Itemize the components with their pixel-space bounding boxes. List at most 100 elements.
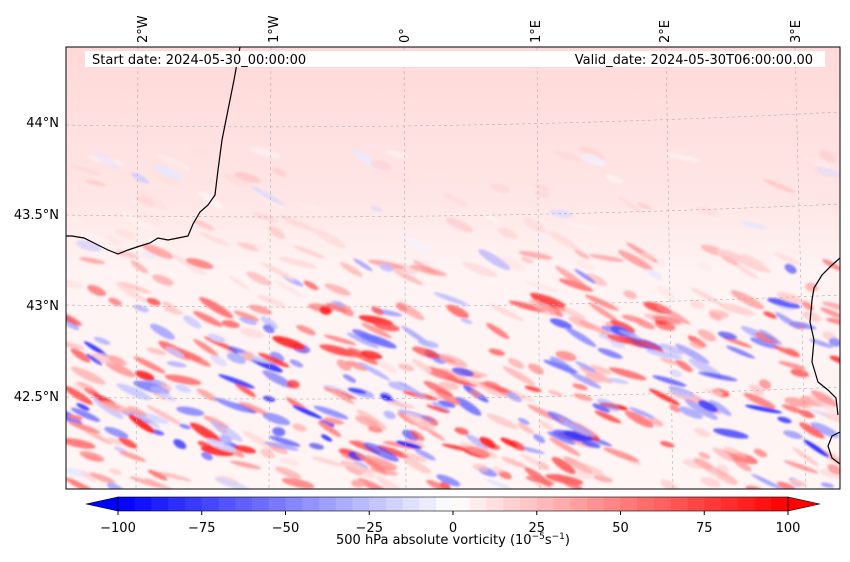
positive-vorticity-streak	[584, 294, 619, 311]
positive-vorticity-streak	[640, 340, 665, 353]
positive-vorticity-streak	[374, 170, 411, 182]
negative-vorticity-streak	[709, 399, 732, 416]
negative-vorticity-streak	[93, 151, 120, 170]
colorbar-segment	[620, 497, 638, 511]
negative-vorticity-streak	[214, 397, 249, 413]
positive-vorticity-streak	[272, 167, 287, 177]
negative-vorticity-streak	[342, 374, 357, 383]
negative-vorticity-streak	[592, 403, 611, 413]
positive-vorticity-streak	[743, 392, 776, 409]
positive-vorticity-streak	[404, 412, 435, 431]
colorbar-segment	[654, 497, 672, 511]
positive-vorticity-streak	[66, 477, 99, 489]
negative-vorticity-streak	[418, 339, 439, 348]
negative-vorticity-streak	[455, 397, 482, 416]
positive-vorticity-streak	[355, 415, 379, 428]
colorbar-title-mid: s	[545, 533, 552, 548]
lat-tick-label: 44°N	[26, 116, 59, 131]
positive-vorticity-streak	[73, 383, 87, 391]
positive-vorticity-streak	[395, 303, 408, 312]
positive-vorticity-streak	[660, 441, 675, 448]
positive-vorticity-streak	[162, 301, 179, 314]
positive-vorticity-streak	[590, 364, 612, 375]
meridian-line	[268, 47, 272, 489]
positive-vorticity-streak	[193, 339, 219, 357]
positive-vorticity-streak	[258, 353, 290, 368]
colorbar-tick-label: −100	[100, 521, 136, 536]
positive-vorticity-streak	[489, 304, 524, 322]
positive-vorticity-streak	[574, 249, 590, 259]
positive-vorticity-streak	[697, 329, 717, 342]
positive-vorticity-streak	[808, 395, 840, 416]
negative-vorticity-streak	[815, 167, 840, 177]
positive-vorticity-streak	[462, 262, 498, 277]
parallel-line	[66, 386, 840, 400]
positive-vorticity-streak	[119, 450, 147, 462]
positive-vorticity-streak	[819, 150, 836, 163]
negative-vorticity-streak	[383, 410, 396, 420]
colorbar-title-exp2: −1	[552, 532, 565, 542]
positive-vorticity-streak	[272, 335, 306, 350]
positive-vorticity-streak	[370, 160, 392, 171]
colorbar-segment	[603, 497, 621, 511]
positive-vorticity-streak	[547, 230, 580, 251]
negative-vorticity-streak	[750, 337, 779, 349]
lon-tick-label: 1°W	[267, 15, 282, 43]
positive-vorticity-streak	[393, 269, 424, 286]
positive-vorticity-streak	[690, 287, 724, 306]
negative-vorticity-streak	[433, 292, 469, 306]
positive-vorticity-streak	[323, 417, 345, 425]
negative-vorticity-streak	[292, 405, 323, 419]
positive-vorticity-streak	[675, 359, 693, 373]
positive-vorticity-streak	[446, 304, 469, 319]
positive-vorticity-streak	[151, 169, 180, 186]
positive-vorticity-streak	[346, 360, 368, 371]
colorbar-segment	[687, 497, 705, 511]
colorbar-segment	[201, 497, 219, 511]
negative-vorticity-streak	[214, 477, 251, 489]
positive-vorticity-streak	[323, 334, 357, 346]
positive-vorticity-streak	[527, 363, 544, 375]
negative-vorticity-streak	[810, 408, 829, 416]
positive-vorticity-streak	[88, 472, 116, 484]
positive-vorticity-streak	[145, 478, 178, 489]
positive-vorticity-streak	[501, 256, 525, 271]
positive-vorticity-streak	[85, 179, 106, 187]
colorbar-segment	[486, 497, 504, 511]
positive-vorticity-streak	[534, 183, 551, 192]
negative-vorticity-streak	[485, 479, 513, 489]
negative-vorticity-streak	[201, 451, 213, 461]
positive-vorticity-streak	[785, 348, 801, 358]
negative-vorticity-streak	[205, 438, 237, 453]
negative-vorticity-streak	[158, 391, 176, 402]
graticule	[66, 47, 840, 489]
positive-vorticity-streak	[508, 300, 547, 313]
positive-vorticity-streak	[730, 290, 765, 310]
positive-vorticity-streak	[689, 340, 705, 350]
negative-vorticity-streak	[179, 424, 191, 430]
negative-vorticity-streak	[183, 315, 202, 329]
positive-vorticity-streak	[426, 404, 450, 414]
colorbar: −100 −75 −50 −25 0 25 50 75 100 500 hPa …	[85, 496, 821, 548]
positive-vorticity-streak	[638, 252, 656, 260]
positive-vorticity-streak	[385, 150, 409, 159]
negative-vorticity-streak	[210, 354, 227, 367]
positive-vorticity-streak	[520, 256, 534, 264]
positive-vorticity-streak	[156, 471, 192, 482]
positive-vorticity-streak	[402, 452, 428, 462]
positive-vorticity-streak	[79, 257, 106, 265]
positive-vorticity-streak	[229, 275, 250, 290]
negative-vorticity-streak	[106, 482, 124, 489]
colorbar-segment	[134, 497, 152, 511]
positive-vorticity-streak	[286, 379, 300, 389]
latitude-tick-labels: 44°N 43.5°N 43°N 42.5°N	[14, 116, 59, 405]
positive-vorticity-streak	[778, 361, 807, 370]
positive-vorticity-streak	[221, 320, 240, 329]
positive-vorticity-streak	[618, 250, 653, 271]
negative-vorticity-streak	[131, 172, 149, 184]
negative-vorticity-streak	[388, 381, 412, 391]
positive-vorticity-streak	[357, 478, 392, 489]
positive-vorticity-streak	[376, 476, 409, 489]
positive-vorticity-streak	[617, 196, 644, 213]
colorbar-segment	[118, 497, 136, 511]
